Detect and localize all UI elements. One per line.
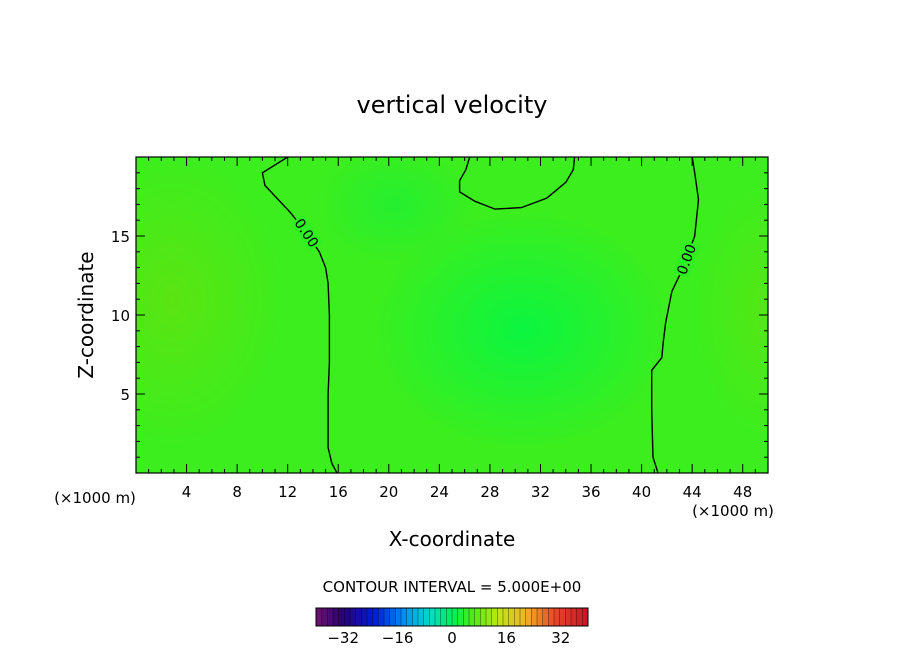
colorbar-cell <box>486 608 492 626</box>
colorbar-cell <box>333 608 339 626</box>
axis-ticks <box>136 157 768 473</box>
colorbar-tick-label: 0 <box>447 629 457 647</box>
colorbar-cell <box>469 608 475 626</box>
colorbar-cell <box>565 608 572 626</box>
colorbar-tick-label: 16 <box>497 629 516 647</box>
colorbar-cell <box>480 608 487 626</box>
colorbar-cell <box>576 608 583 626</box>
x-tick-label: 48 <box>733 483 752 501</box>
colorbar-cell <box>384 608 390 626</box>
x-tick-labels: 4 8 12 16 20 24 28 32 36 40 44 48 <box>182 483 752 501</box>
colorbar-cell <box>423 608 430 626</box>
colorbar-cell <box>514 608 521 626</box>
colorbar-cell <box>559 608 566 626</box>
y-tick-label: 5 <box>120 386 130 404</box>
colorbar-cell <box>412 608 419 626</box>
colorbar-cell <box>463 608 470 626</box>
colorbar-cell <box>350 608 356 626</box>
colorbar-cell <box>491 608 498 626</box>
colorbar-cell <box>457 608 464 626</box>
colorbar-cell <box>531 608 538 626</box>
colorbar-cell <box>435 608 441 626</box>
x-tick-label: 36 <box>581 483 600 501</box>
colorbar-cell <box>542 608 549 626</box>
colorbar-cell <box>327 608 334 626</box>
colorbar-cell <box>508 608 515 626</box>
field-patch-left <box>136 157 287 450</box>
colorbar-tick-label: −16 <box>382 629 414 647</box>
colorbar-cell <box>503 608 509 626</box>
colorbar-cell <box>429 608 436 626</box>
colorbar <box>315 607 589 627</box>
colorbar-cell <box>525 608 532 626</box>
colorbar-cell <box>537 608 543 626</box>
x-tick-label: 20 <box>379 483 398 501</box>
colorbar-cell <box>344 608 351 626</box>
colorbar-tick-label: −32 <box>327 629 359 647</box>
colorbar-cell <box>389 608 396 626</box>
colorbar-tick-label: 32 <box>551 629 570 647</box>
y-tick-labels: 5 10 15 <box>111 228 130 404</box>
colorbar-cell <box>372 608 379 626</box>
contour-label-bg <box>673 240 700 279</box>
colorbar-cell <box>395 608 402 626</box>
field-patch-top <box>315 157 475 265</box>
colorbar-cell <box>446 608 453 626</box>
colorbar-cell <box>554 608 560 626</box>
y-axis-label: Z-coordinate <box>74 251 98 378</box>
x-tick-label: 40 <box>632 483 651 501</box>
colorbar-tick-labels: −32 −16 0 16 32 <box>327 629 570 647</box>
x-axis-label: X-coordinate <box>389 527 516 551</box>
colorbar-cell <box>497 608 504 626</box>
contour-line <box>651 157 700 473</box>
x-tick-label: 12 <box>278 483 297 501</box>
x-tick-label: 24 <box>430 483 449 501</box>
x-tick-label: 4 <box>182 483 192 501</box>
contour-line <box>261 157 338 473</box>
colorbar-cell <box>338 608 345 626</box>
colorbar-cell <box>418 608 424 626</box>
colorbar-cell <box>316 608 322 626</box>
colorbar-cell <box>452 608 458 626</box>
x-tick-label: 32 <box>531 483 550 501</box>
plot-area: 0.000.00 <box>136 157 768 473</box>
colorbar-cell <box>367 608 373 626</box>
colorbar-cell <box>474 608 481 626</box>
colorbar-cell <box>571 608 577 626</box>
y-tick-label: 15 <box>111 228 130 246</box>
y-tick-label: 10 <box>111 307 130 325</box>
x-tick-label: 8 <box>232 483 242 501</box>
contour-line <box>458 157 576 210</box>
x-tick-label: 44 <box>683 483 702 501</box>
chart-title: vertical velocity <box>357 91 548 119</box>
colorbar-cell <box>355 608 362 626</box>
colorbar-cell <box>520 608 526 626</box>
x-unit-left: (×1000 m) <box>54 489 136 507</box>
colorbar-cell <box>582 608 589 626</box>
colorbar-cell <box>378 608 385 626</box>
field-patch-center <box>372 210 672 450</box>
contour-interval-label: CONTOUR INTERVAL = 5.000E+00 <box>323 578 582 596</box>
colorbar-cell <box>401 608 407 626</box>
colorbar-cell <box>440 608 447 626</box>
colorbar-frame <box>315 607 589 627</box>
colorbar-cell <box>548 608 555 626</box>
x-unit-right: (×1000 m) <box>692 502 774 520</box>
colorbar-cell <box>406 608 413 626</box>
field-patch-right <box>690 180 768 440</box>
x-tick-label: 28 <box>480 483 499 501</box>
colorbar-cell <box>321 608 328 626</box>
contour-label-bg <box>290 214 323 252</box>
x-tick-label: 16 <box>329 483 348 501</box>
colorbar-cell <box>361 608 368 626</box>
